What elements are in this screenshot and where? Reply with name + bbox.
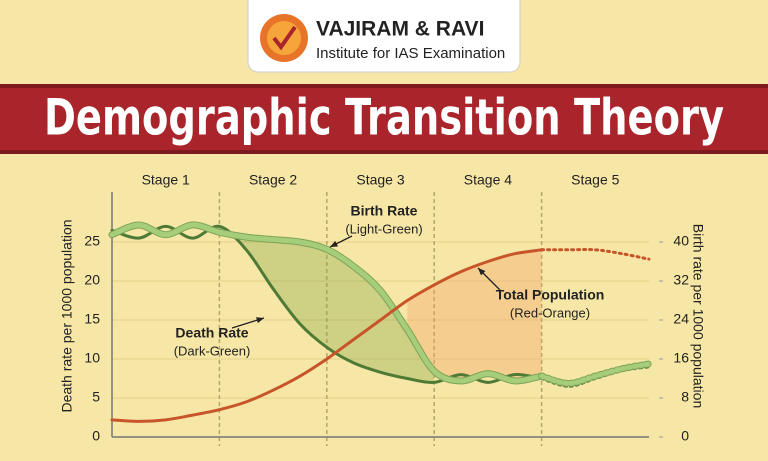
arrow-head	[330, 240, 338, 247]
y2-tick-label: 0	[681, 428, 689, 444]
brand: VAJIRAM & RAVI	[316, 18, 484, 41]
stage-label: Stage 4	[464, 172, 512, 188]
header-box	[247, 0, 521, 73]
title-band	[0, 84, 768, 154]
shaded-region	[219, 226, 435, 383]
series-label: Total Population	[496, 287, 605, 303]
tagline: Institute for IAS Examination	[316, 45, 505, 62]
series-note: (Red-Orange)	[510, 305, 590, 320]
logo-inner	[267, 21, 301, 55]
y2-tick-label: 8	[681, 389, 689, 405]
chart-title: Demographic Transition Theory	[44, 89, 724, 147]
series-line	[109, 222, 545, 384]
y2-axis-title: Birth rate per 1000 population	[690, 224, 706, 408]
series-label: Birth Rate	[351, 203, 418, 219]
y-tick-label: 20	[84, 272, 100, 288]
y2-tick-label: 24	[673, 311, 689, 327]
stage-label: Stage 1	[142, 172, 190, 188]
series-line	[110, 248, 544, 423]
y-tick-label: 0	[92, 428, 100, 444]
arrow-head	[256, 317, 264, 324]
band-edge	[0, 84, 768, 88]
band-edge	[0, 150, 768, 154]
y2-tick-label: 40	[673, 233, 689, 249]
stage-label: Stage 2	[249, 172, 297, 188]
series-note: (Light-Green)	[345, 221, 422, 236]
series-label: Death Rate	[175, 325, 248, 341]
stage-label: Stage 5	[571, 172, 619, 188]
y-tick-label: 25	[84, 233, 100, 249]
y-axis-title: Death rate per 1000 population	[59, 219, 75, 412]
series-line	[539, 361, 652, 386]
y2-tick-label: 16	[673, 350, 689, 366]
series-line	[540, 248, 651, 261]
y-tick-label: 10	[84, 350, 100, 366]
arrow-head	[478, 268, 486, 276]
y-tick-label: 15	[84, 311, 100, 327]
logo-check	[272, 25, 297, 51]
stage-label: Stage 3	[356, 172, 404, 188]
y2-tick-label: 32	[673, 272, 689, 288]
series-note: (Dark-Green)	[174, 343, 251, 358]
y-tick-label: 5	[92, 389, 100, 405]
